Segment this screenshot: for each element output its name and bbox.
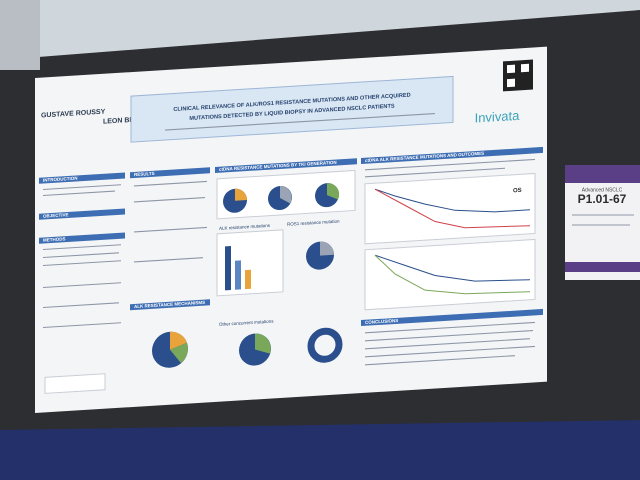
authors (165, 112, 435, 131)
text-block (43, 282, 121, 289)
poster-code: P1.01-67 (578, 192, 627, 206)
survival-curve (374, 254, 531, 295)
text-block (134, 180, 207, 187)
poster: GUSTAVE ROUSSY LEON BERARD CLINICAL RELE… (35, 46, 547, 413)
chart-panel (216, 229, 284, 297)
text-block (43, 322, 121, 329)
plot-label: OS (513, 188, 522, 195)
survival-plot (364, 238, 536, 311)
card-footer (565, 262, 640, 272)
text-block (365, 355, 515, 366)
section-title: OBJECTIVE (43, 212, 68, 219)
card-sheet (565, 165, 640, 280)
qr-cell (507, 78, 515, 88)
section-header (130, 299, 210, 311)
logo-text: LEON BERARD (103, 116, 154, 126)
panel-title: Other concurrent mutations (219, 319, 274, 327)
text-block (365, 345, 535, 358)
text-block (43, 252, 119, 259)
text-block (365, 338, 530, 350)
section-header (361, 146, 543, 165)
survival-curve (374, 254, 531, 282)
text-block (43, 302, 119, 309)
text-block (365, 158, 535, 171)
side-card: P1.01-67 Advanced NSCLC (565, 165, 640, 280)
section-title: METHODS (43, 236, 65, 242)
survival-plot (364, 172, 536, 245)
survival-curve (374, 188, 531, 229)
qr-cell (521, 63, 529, 73)
text-block (134, 257, 203, 263)
section-header (361, 308, 543, 327)
bar-shape (245, 269, 251, 290)
title-banner (130, 75, 454, 143)
section-header (39, 232, 125, 244)
logo-strip (44, 373, 106, 394)
text-block (365, 329, 533, 342)
pie-slice (170, 331, 187, 350)
section-title: RESULTS (134, 171, 155, 177)
pie-slice (320, 241, 334, 256)
pie-slice (255, 333, 271, 354)
pie-slice (280, 186, 292, 204)
card-header (565, 165, 640, 183)
pillar (0, 0, 40, 70)
pie-slice (170, 342, 188, 364)
text-block (43, 190, 115, 197)
text-block (43, 244, 121, 251)
section-title: CONCLUSIONS (365, 318, 398, 325)
pie-slice (235, 188, 247, 201)
section-header (215, 158, 357, 173)
text-block (365, 167, 505, 178)
text-block (134, 197, 205, 203)
pie-slice (327, 183, 340, 200)
panel-title: ROS1 resistance mutation (287, 219, 340, 227)
donut-chart (307, 327, 343, 363)
bar-shape (235, 260, 241, 290)
section-title: ALK RESISTANCE MECHANISMS (134, 300, 205, 309)
brand: Invivata (475, 108, 521, 126)
logo-text: GUSTAVE ROUSSY (41, 109, 106, 120)
card-subtitle: Advanced NSCLC (582, 187, 623, 193)
bar-shape (225, 246, 231, 291)
panel-title: ALK resistance mutations (219, 223, 271, 231)
text-block (43, 260, 121, 267)
survival-curve (374, 188, 530, 213)
text-block (365, 321, 535, 334)
carpet (0, 420, 640, 480)
text-block (134, 226, 207, 233)
qr-cell (507, 64, 515, 74)
section-header (130, 167, 210, 179)
section-header (39, 208, 125, 220)
section-title: INTRODUCTION (43, 176, 77, 183)
text-block (43, 184, 121, 191)
section-header (39, 172, 125, 184)
